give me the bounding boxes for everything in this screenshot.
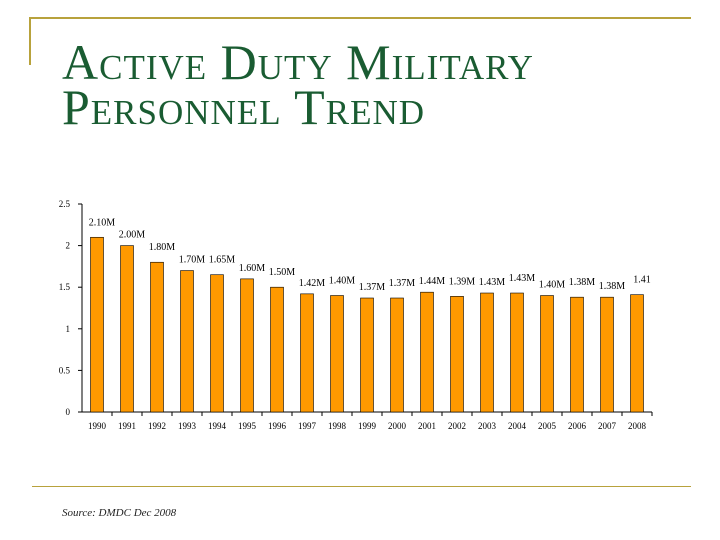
bar: [180, 270, 194, 413]
bar: [390, 297, 404, 413]
data-label: 1.70M: [179, 255, 206, 266]
bar: [630, 294, 644, 413]
left-rule: [29, 17, 31, 65]
x-tick-label: 2002: [448, 421, 466, 431]
data-label: 1.37M: [389, 278, 416, 289]
data-label: 1.65M: [209, 255, 236, 266]
data-label: 1.40M: [539, 280, 566, 291]
x-tick-label: 1991: [118, 421, 136, 431]
x-tick-label: 2001: [418, 421, 436, 431]
x-tick-label: 2006: [568, 421, 587, 431]
bar: [240, 278, 254, 413]
y-tick-label: 2: [66, 241, 71, 251]
x-tick-label: 1994: [208, 421, 227, 431]
data-label: 1.60M: [239, 263, 266, 274]
data-label: 1.39M: [449, 276, 476, 287]
bar: [600, 296, 614, 413]
data-label: 1.44M: [419, 276, 446, 287]
y-tick-label: 2.5: [59, 199, 71, 209]
data-label: 1.38M: [569, 277, 596, 288]
data-label: 1.50M: [269, 267, 296, 278]
y-tick-label: 0.5: [59, 365, 71, 375]
x-tick-label: 2005: [538, 421, 557, 431]
slide-title: Active Duty Military Personnel Trend: [62, 34, 534, 135]
x-tick-label: 1993: [178, 421, 197, 431]
data-label: 1.40M: [329, 276, 356, 287]
bar: [480, 292, 494, 413]
bar: [90, 236, 104, 413]
x-tick-label: 1999: [358, 421, 377, 431]
y-tick-label: 1.5: [59, 282, 71, 292]
data-label: 1.37M: [359, 282, 386, 293]
data-label: 1.43M: [479, 277, 506, 288]
bar: [120, 245, 134, 413]
top-rule: [29, 17, 691, 19]
source-note: Source: DMDC Dec 2008: [62, 507, 177, 519]
data-label: 2.10M: [89, 217, 116, 228]
bar: [330, 295, 344, 413]
bottom-rule: [32, 486, 691, 487]
bar: [540, 295, 554, 413]
data-label: 1.42M: [299, 278, 326, 289]
bar: [210, 274, 224, 413]
x-tick-label: 1995: [238, 421, 257, 431]
bar: [150, 261, 164, 413]
bar: [420, 291, 434, 413]
x-tick-label: 1992: [148, 421, 166, 431]
x-tick-label: 1990: [88, 421, 107, 431]
x-tick-label: 1998: [328, 421, 347, 431]
bar: [360, 297, 374, 413]
x-tick-label: 2007: [598, 421, 617, 431]
x-tick-label: 2004: [508, 421, 527, 431]
bar: [510, 292, 524, 413]
y-tick-label: 1: [66, 324, 71, 334]
x-tick-label: 2003: [478, 421, 497, 431]
x-tick-label: 1996: [268, 421, 287, 431]
x-tick-label: 1997: [298, 421, 317, 431]
x-tick-label: 2000: [388, 421, 407, 431]
bar: [270, 286, 284, 413]
data-label: 2.00M: [119, 230, 146, 241]
y-tick-label: 0: [66, 407, 71, 417]
x-tick-label: 2008: [628, 421, 647, 431]
data-label: 1.38M: [599, 281, 626, 292]
data-label: 1.41: [633, 275, 651, 286]
bar: [450, 296, 464, 413]
bar: [300, 293, 314, 413]
data-label: 1.43M: [509, 273, 536, 284]
data-label: 1.80M: [149, 242, 176, 253]
bar: [570, 296, 584, 413]
